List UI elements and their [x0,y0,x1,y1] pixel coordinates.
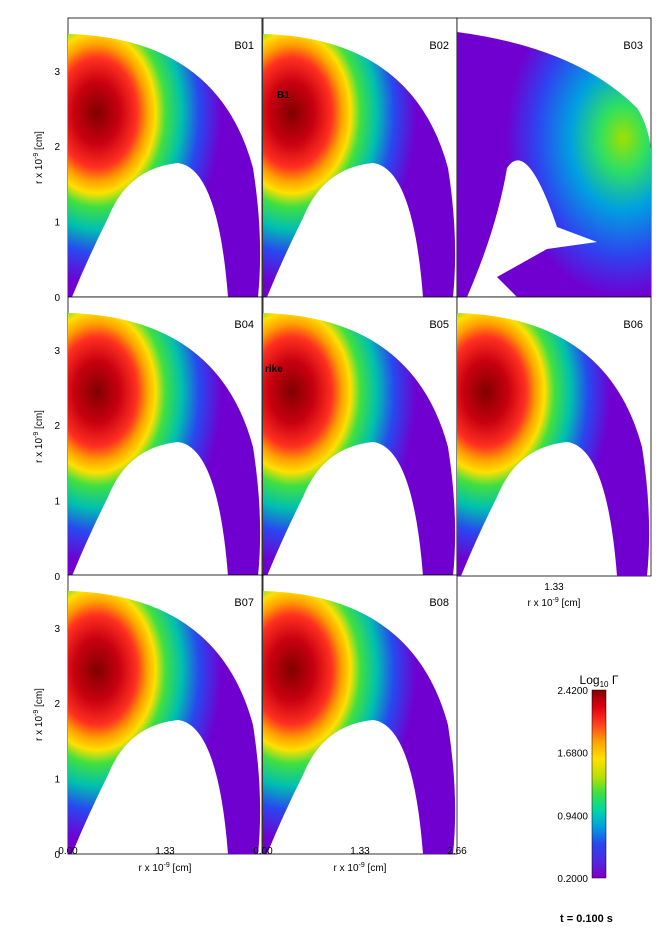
y-tick-label: 2 [54,699,60,710]
colorbar-bar [591,689,607,879]
colorbar: Log10 Γ2.4200 1.6800 0.9400 0.2000 [557,673,618,885]
panel-label: B08 [429,597,449,609]
y-tick-label: 0 [54,293,60,304]
field-region [457,32,651,297]
y-tick-label: 2 [54,421,60,432]
field-region [68,591,261,854]
panel-b01: B01 [67,17,263,298]
panel-grid: B01 B02 B1 B03 B04 B05 rike B06 B07 B08 [67,17,652,855]
x-tick-label: 1.33 [350,846,370,857]
panel-annotation: B1 [277,90,290,101]
y-tick-label: 3 [54,67,60,78]
x-tick-label: 0.00 [58,846,78,857]
time-readout: t = 0.100 s [560,913,613,925]
colorbar-tick-label: 0.9400 [557,811,588,822]
x-tick-label: 2.66 [447,846,467,857]
panel-label: B03 [623,40,643,52]
panel-label: B06 [623,319,643,331]
axes: 0 1 2 3 r x 10-9 [cm] 0 1 2 3 r x 10-9 [cm] 0 1 2 3 r … [33,67,581,874]
y-tick-label: 2 [54,142,60,153]
panel-b02: B02 B1 [262,17,458,298]
y-axis-label: r x 10-9 [cm] [33,688,45,741]
y-tick-label: 1 [54,497,60,508]
panel-b07: B07 [67,574,263,855]
x-tick-label: 1.33 [155,846,175,857]
y-axis-label: r x 10-9 [cm] [33,131,45,184]
panel-b06: B06 [456,296,652,577]
field-region [68,313,261,576]
field-region [68,34,261,297]
panel-b04: B04 [67,296,263,577]
x-tick-label: 0.00 [253,846,273,857]
colorbar-tick-label: 2.4200 [557,686,588,697]
panel-b05: B05 rike [262,296,458,577]
panel-label: B02 [429,40,449,52]
y-tick-label: 1 [54,218,60,229]
y-axis-label: r x 10-9 [cm] [33,410,45,463]
x-axis-label: r x 10-9 [cm] [334,862,387,874]
colorbar-tick-label: 1.6800 [557,749,588,760]
panel-label: B04 [234,319,254,331]
y-tick-label: 0 [54,850,60,861]
field-region [457,313,650,576]
panel-b08: B08 [262,574,458,855]
colorbar-title: Log10 Γ [580,673,619,689]
field-region [263,591,456,854]
y-tick-label: 0 [54,572,60,583]
x-tick-label: 1.33 [544,582,564,593]
panel-label: B07 [234,597,254,609]
colorbar-tick-label: 0.2000 [557,874,588,885]
field-region [263,313,456,576]
panel-annotation: rike [265,364,283,375]
panel-label: B01 [234,40,254,52]
panel-b03: B03 [456,17,652,298]
y-tick-label: 3 [54,624,60,635]
field-region [263,34,456,297]
x-axis-label: r x 10-9 [cm] [139,862,192,874]
panel-label: B05 [429,319,449,331]
y-tick-label: 3 [54,346,60,357]
x-axis-label: r x 10-9 [cm] [528,597,581,609]
y-tick-label: 1 [54,775,60,786]
